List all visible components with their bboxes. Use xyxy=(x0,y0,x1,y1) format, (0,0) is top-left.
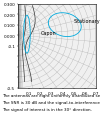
Bar xyxy=(21,5,22,88)
Text: The SNR is 30 dB and the signal-to-interference ratio is 0 dB.: The SNR is 30 dB and the signal-to-inter… xyxy=(2,100,100,104)
Bar xyxy=(22,5,23,88)
Text: Stationary FIR: Stationary FIR xyxy=(74,19,100,24)
Text: The signal of interest is in the 30° direction.: The signal of interest is in the 30° dir… xyxy=(2,107,92,111)
Text: Capon: Capon xyxy=(40,30,56,35)
Bar xyxy=(19,5,20,88)
Bar xyxy=(20,5,21,88)
Bar xyxy=(18,5,19,88)
Text: The antennas are eight uniformly distributed sensors.: The antennas are eight uniformly distrib… xyxy=(2,93,100,97)
